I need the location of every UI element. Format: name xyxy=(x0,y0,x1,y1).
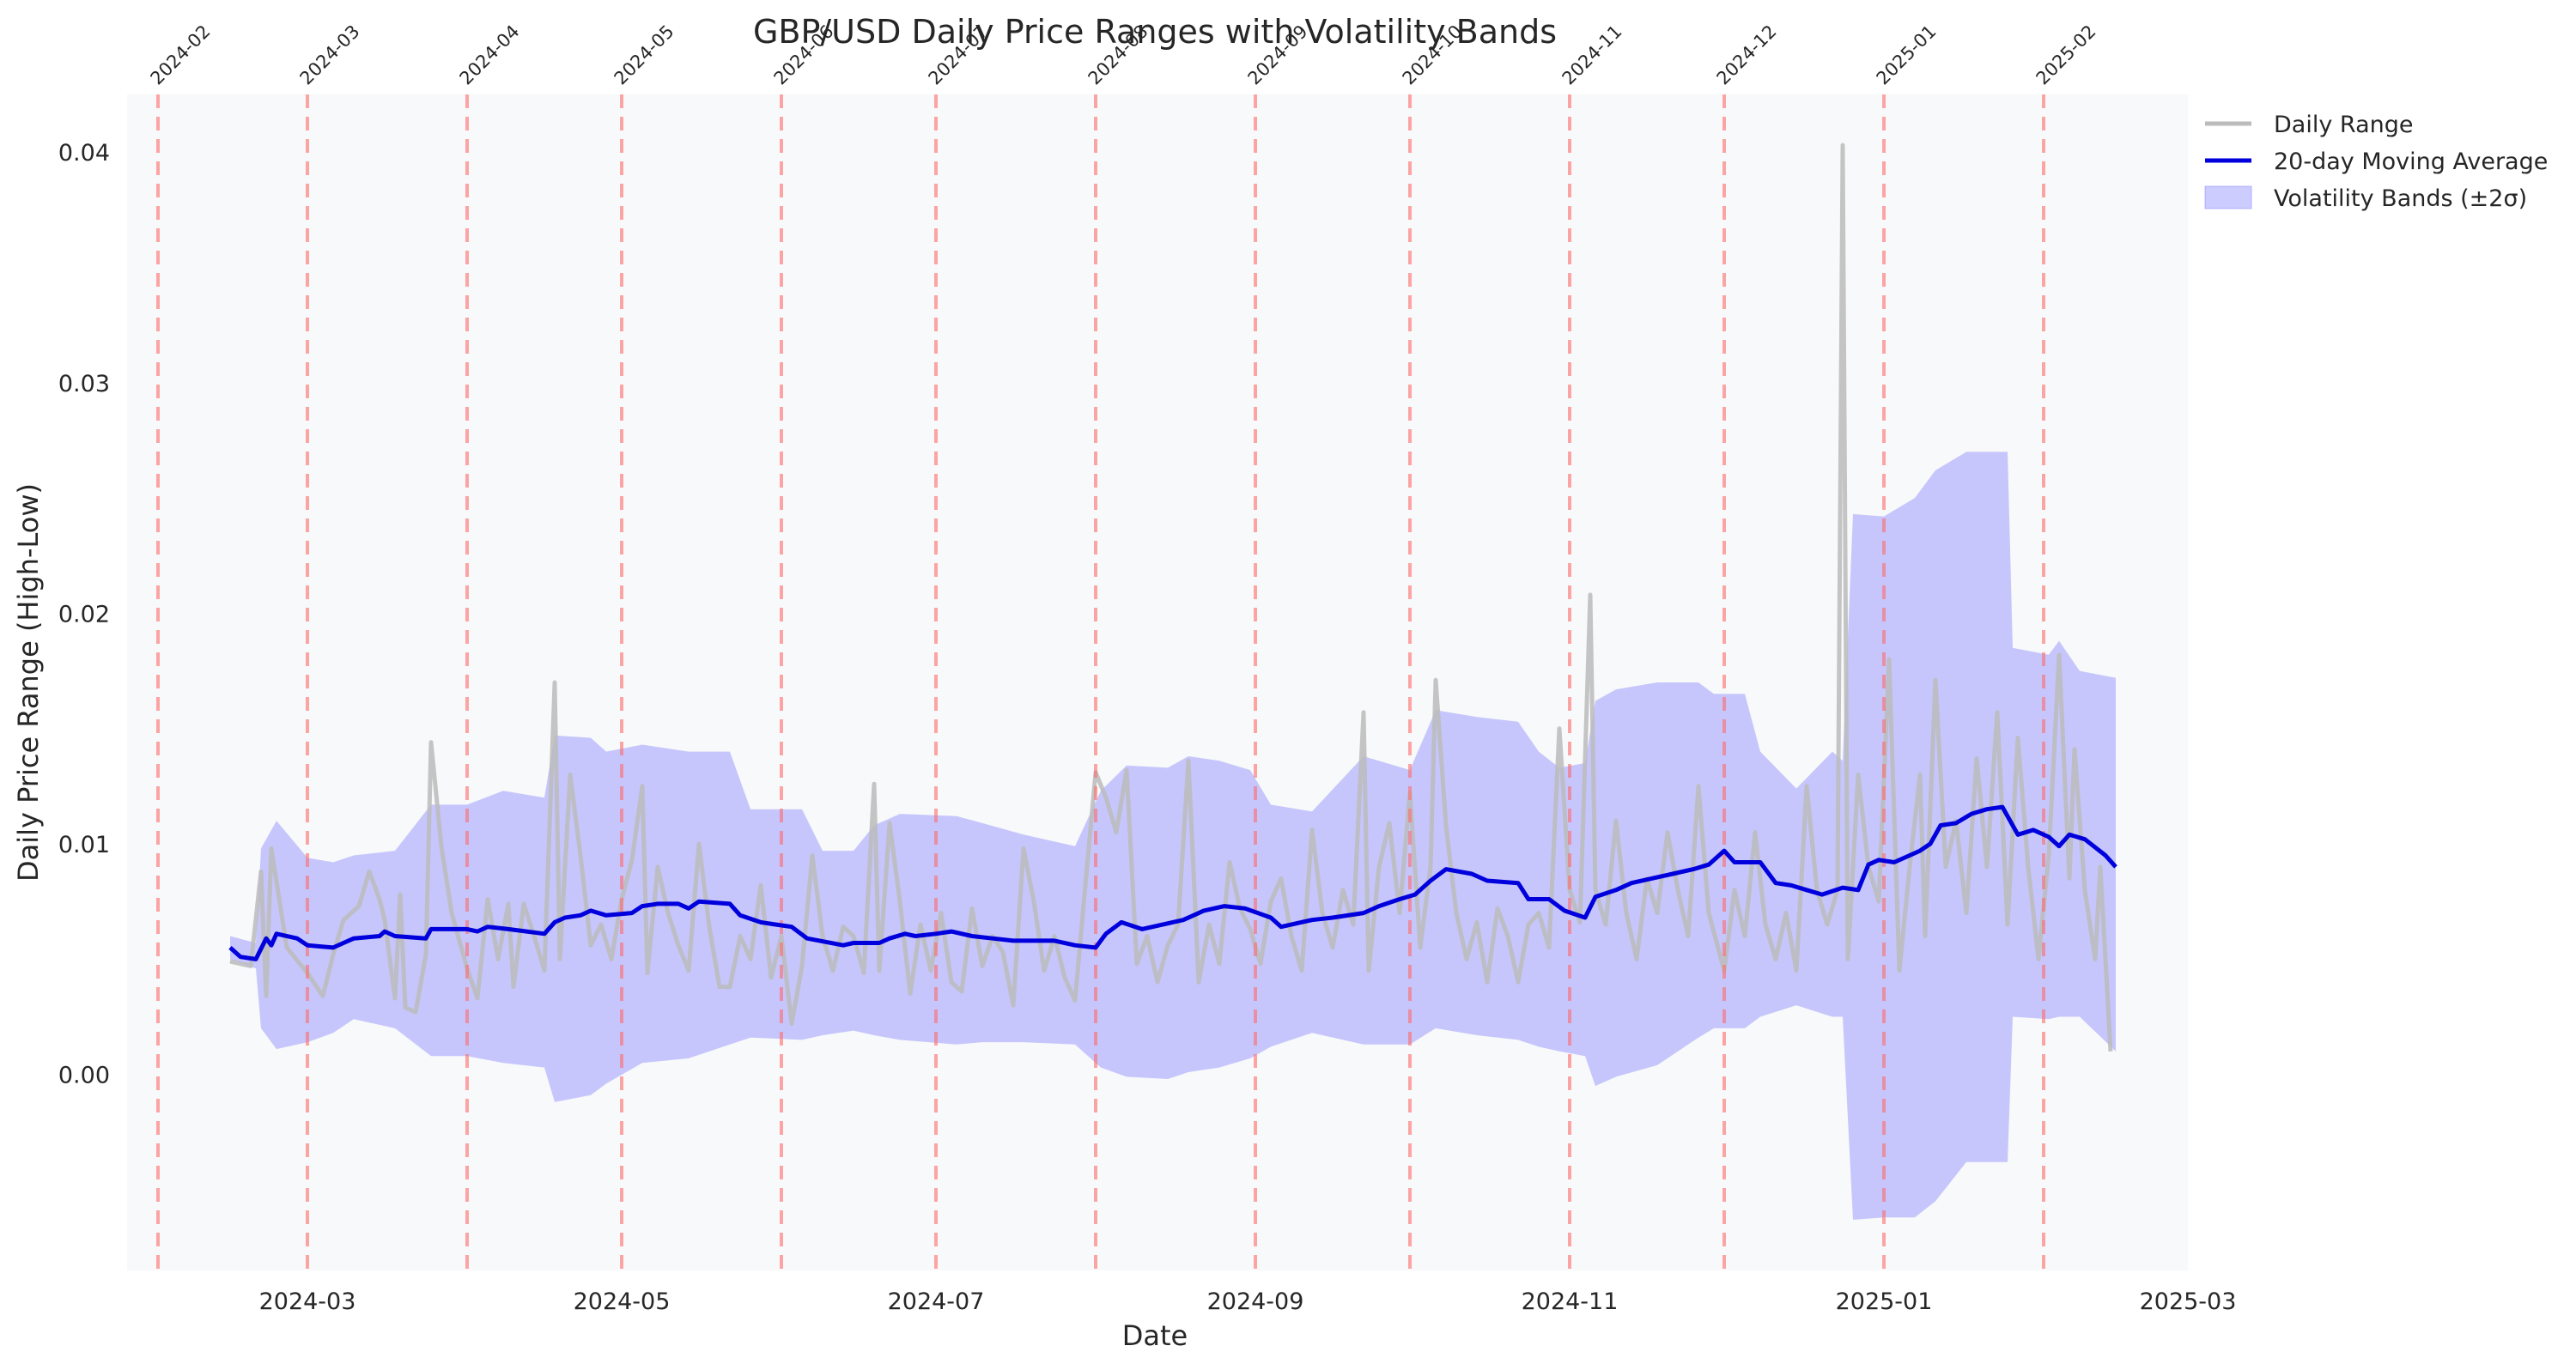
month-marker-label: 2025-01 xyxy=(1873,21,1941,89)
y-axis-label: Daily Price Range (High-Low) xyxy=(12,483,45,882)
x-tick-label: 2025-03 xyxy=(2140,1288,2237,1315)
month-marker-label: 2024-04 xyxy=(456,21,524,89)
month-marker-label: 2024-12 xyxy=(1713,21,1781,89)
y-tick-label: 0.01 xyxy=(58,832,110,858)
x-axis-label: Date xyxy=(1122,1319,1188,1352)
legend-label-volatility-bands: Volatility Bands (±2σ) xyxy=(2274,185,2527,212)
month-marker-label: 2024-11 xyxy=(1558,21,1626,89)
month-marker-label: 2024-03 xyxy=(296,21,364,89)
chart-title: GBP/USD Daily Price Ranges with Volatili… xyxy=(753,13,1557,51)
moving-average-line xyxy=(228,804,2117,961)
x-axis-ticks: 2024-03 2024-05 2024-07 2024-09 2024-11 2025-… xyxy=(259,1288,2237,1315)
legend-label-daily-range: Daily Range xyxy=(2274,112,2413,138)
daily-range-layer xyxy=(229,142,2113,1052)
month-marker-label: 2024-02 xyxy=(147,21,215,89)
y-tick-label: 0.00 xyxy=(58,1063,110,1089)
band-layer xyxy=(230,452,2116,1220)
y-tick-label: 0.02 xyxy=(58,601,110,627)
moving-average-layer xyxy=(228,804,2117,961)
x-tick-label: 2024-05 xyxy=(574,1288,671,1315)
month-marker-layer xyxy=(156,94,2045,1270)
y-tick-label: 0.04 xyxy=(58,140,110,167)
x-tick-label: 2024-09 xyxy=(1207,1288,1304,1315)
y-axis-ticks: 0.00 0.01 0.02 0.03 0.04 xyxy=(58,140,110,1089)
x-tick-label: 2024-11 xyxy=(1522,1288,1619,1315)
y-tick-label: 0.03 xyxy=(58,371,110,397)
month-marker-label: 2024-05 xyxy=(611,21,678,89)
legend: Daily Range 20-day Moving Average Volati… xyxy=(2204,112,2548,212)
volatility-band xyxy=(230,452,2116,1220)
x-tick-label: 2024-03 xyxy=(259,1288,356,1315)
x-tick-label: 2025-01 xyxy=(1836,1288,1933,1315)
month-marker-label: 2025-02 xyxy=(2032,21,2100,89)
legend-swatch-volatility-bands xyxy=(2204,185,2252,209)
daily-range-line xyxy=(229,142,2113,1052)
legend-label-moving-average: 20-day Moving Average xyxy=(2274,149,2548,175)
x-tick-label: 2024-07 xyxy=(888,1288,985,1315)
